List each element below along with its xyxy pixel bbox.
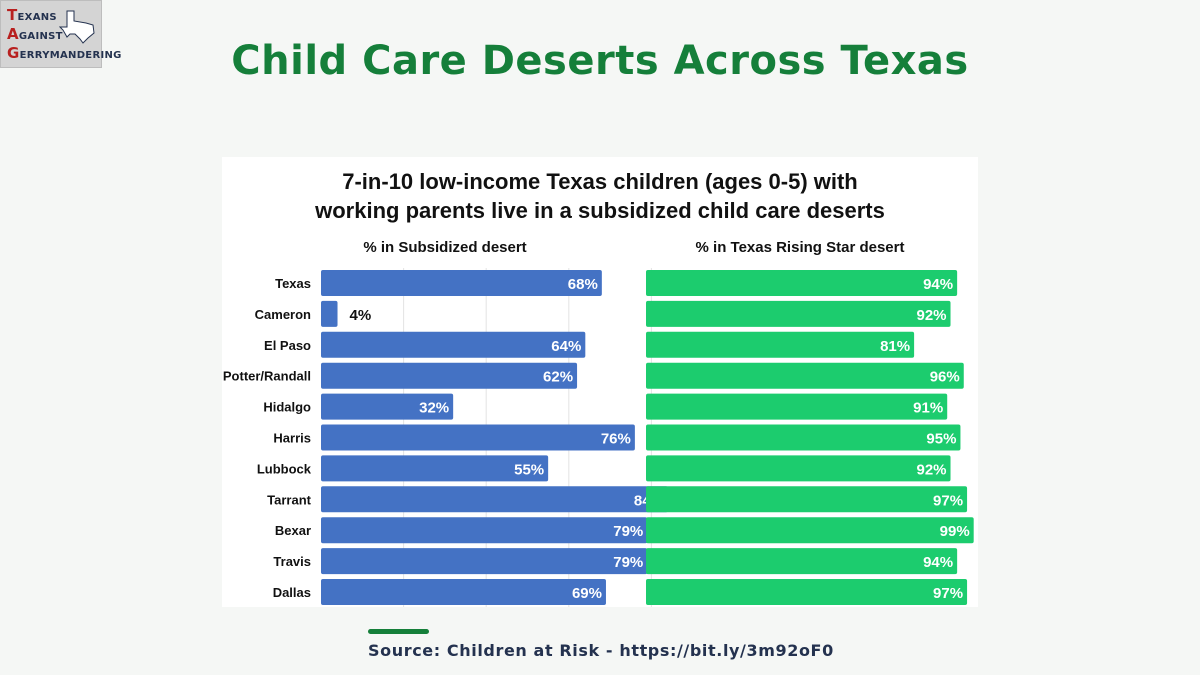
category-label: El Paso [264, 338, 311, 353]
chart-title: 7-in-10 low-income Texas children (ages … [222, 167, 978, 225]
logo: TEXANS AGAINST GERRYMANDERING [0, 0, 121, 68]
bar [321, 455, 549, 482]
category-label: Harris [273, 431, 311, 446]
category-label: Cameron [255, 307, 311, 322]
bar [646, 548, 958, 575]
data-label: 99% [940, 523, 970, 540]
data-label: 94% [923, 276, 953, 293]
data-label: 94% [923, 554, 953, 571]
bar [321, 517, 648, 544]
category-label: Texas [275, 276, 311, 291]
bar [321, 331, 586, 358]
bar [321, 548, 648, 575]
bar [646, 270, 958, 296]
category-label: Potter/Randall [223, 369, 311, 384]
bar [646, 393, 948, 420]
series-header: % in Subsidized desert [363, 239, 526, 256]
data-label: 32% [419, 400, 449, 417]
source-citation: Source: Children at Risk - https://bit.l… [368, 641, 834, 660]
data-label: 79% [613, 523, 643, 540]
data-label: 64% [551, 338, 581, 355]
logo-line-2: AGAINST [7, 25, 63, 43]
data-label: 68% [568, 276, 598, 293]
data-label: 91% [913, 400, 943, 417]
accent-bar [368, 629, 429, 634]
data-label: 97% [933, 492, 963, 509]
data-label: 69% [572, 585, 602, 602]
bar [646, 579, 968, 605]
bar [321, 486, 668, 513]
bar [646, 455, 951, 482]
bar [646, 362, 964, 389]
data-label: 81% [880, 338, 910, 355]
chart-panel: 7-in-10 low-income Texas children (ages … [222, 157, 978, 607]
category-label: Travis [273, 554, 311, 569]
logo-line-1: TEXANS [7, 6, 57, 24]
page-title: Child Care Deserts Across Texas [231, 38, 969, 84]
texas-map-icon [59, 10, 95, 44]
data-label: 96% [930, 369, 960, 386]
data-label: 95% [926, 431, 956, 448]
bar [321, 424, 635, 451]
data-label: 92% [916, 461, 946, 478]
category-label: Hidalgo [263, 400, 311, 415]
bar [321, 270, 602, 296]
bar [646, 300, 951, 327]
data-label: 76% [601, 431, 631, 448]
data-label: 97% [933, 585, 963, 602]
data-label: 4% [350, 307, 372, 324]
category-label: Lubbock [257, 461, 312, 476]
series-header: % in Texas Rising Star desert [696, 239, 905, 256]
data-label: 79% [613, 554, 643, 571]
logo-line-3: GERRYMANDERING [7, 44, 122, 62]
bar [321, 393, 454, 420]
data-label: 92% [916, 307, 946, 324]
bar [646, 517, 974, 544]
bar [646, 424, 961, 451]
chart-title-line-2: working parents live in a subsidized chi… [315, 198, 885, 223]
category-label: Dallas [273, 585, 311, 600]
bar [321, 362, 578, 389]
data-label: 62% [543, 369, 573, 386]
data-label: 55% [514, 461, 544, 478]
bar-chart: % in Subsidized desert 68% 4% 64% 62% 32% 76% 5… [223, 239, 974, 607]
bar [646, 331, 915, 358]
bar [646, 486, 968, 513]
chart-title-line-1: 7-in-10 low-income Texas children (ages … [342, 169, 858, 194]
bar [321, 300, 338, 327]
category-label: Bexar [275, 523, 311, 538]
category-label: Tarrant [267, 492, 311, 507]
bar [321, 579, 606, 605]
